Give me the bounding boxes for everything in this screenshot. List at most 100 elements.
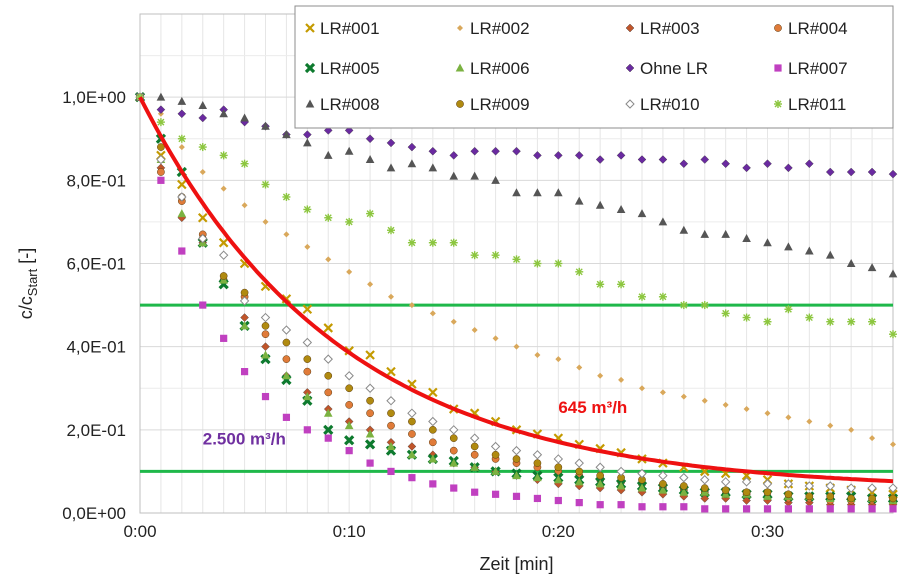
data-point: [449, 171, 459, 180]
data-point: [261, 180, 270, 189]
data-point: [261, 322, 270, 330]
data-point: [177, 192, 187, 202]
data-point: [282, 355, 291, 363]
marker-stroke: [722, 309, 730, 317]
data-point: [260, 312, 271, 323]
data-point: [303, 426, 311, 434]
legend-label: LR#008: [320, 95, 380, 114]
data-point: [595, 155, 605, 164]
marker-stroke: [575, 268, 583, 276]
data-point: [743, 406, 750, 413]
data-point: [324, 371, 333, 380]
marker-stroke: [386, 366, 396, 377]
data-point: [220, 185, 227, 192]
data-point: [868, 317, 877, 326]
marker-stroke: [324, 214, 332, 222]
data-point: [637, 468, 647, 479]
data-point: [637, 209, 647, 218]
marker-stroke: [847, 318, 855, 326]
legend-entry: LR#002: [457, 19, 530, 38]
data-point: [177, 109, 187, 119]
data-point: [449, 151, 459, 160]
data-point: [575, 267, 584, 276]
marker-stroke: [429, 239, 437, 247]
data-point: [616, 204, 626, 213]
data-point: [428, 163, 438, 172]
data-point: [470, 442, 479, 451]
data-point: [323, 323, 334, 333]
data-point: [324, 388, 333, 397]
y-axis-label-main: c/c: [16, 296, 36, 319]
data-point: [533, 494, 542, 503]
data-point: [428, 146, 438, 156]
marker-stroke: [784, 305, 792, 313]
y-tick-label: 0,0E+00: [62, 504, 126, 523]
data-point: [616, 151, 626, 160]
data-point: [303, 355, 312, 363]
data-point: [387, 467, 395, 476]
data-point: [512, 146, 521, 156]
x-tick-label: 0:00: [123, 522, 156, 541]
data-point: [450, 318, 457, 325]
y-tick-label: 6,0E-01: [66, 255, 126, 274]
data-point: [449, 238, 458, 247]
data-point: [721, 486, 730, 494]
marker-stroke: [408, 239, 416, 247]
legend-label: LR#001: [320, 19, 380, 38]
data-point: [344, 371, 354, 381]
data-point: [889, 494, 897, 503]
series-lr-008: [135, 92, 898, 278]
marker-stroke: [282, 193, 290, 201]
data-point: [701, 397, 708, 404]
data-point: [805, 505, 813, 513]
data-point: [198, 143, 207, 152]
legend-marker: [625, 99, 635, 109]
data-point: [365, 134, 375, 144]
data-point: [512, 188, 521, 197]
data-point: [304, 243, 311, 250]
legend-marker: [625, 23, 635, 33]
data-point: [408, 417, 416, 426]
data-point: [618, 376, 625, 383]
data-point: [282, 371, 291, 380]
data-point: [471, 327, 478, 334]
data-point: [533, 188, 542, 197]
data-point: [825, 250, 835, 259]
data-point: [344, 435, 355, 446]
data-point: [408, 302, 415, 309]
data-point: [513, 343, 520, 350]
data-point: [638, 503, 646, 511]
data-point: [428, 454, 438, 463]
marker-stroke: [428, 387, 438, 398]
legend-marker: [305, 23, 315, 33]
data-point: [763, 317, 772, 326]
marker-stroke: [471, 251, 479, 259]
data-point: [449, 434, 458, 442]
data-point: [532, 450, 543, 460]
legend-marker: [774, 24, 782, 32]
data-point: [846, 483, 856, 493]
marker-stroke: [136, 93, 144, 101]
data-point: [512, 492, 521, 500]
data-point: [365, 155, 375, 164]
data-point: [240, 368, 249, 376]
data-point: [638, 292, 646, 301]
legend-marker: [774, 100, 782, 108]
data-point: [303, 205, 312, 214]
data-point: [241, 202, 248, 209]
data-point: [616, 481, 626, 490]
data-point: [177, 179, 187, 190]
data-point: [888, 169, 898, 179]
data-point: [344, 146, 354, 155]
legend-label: LR#006: [470, 59, 530, 78]
data-point: [345, 401, 354, 409]
data-point: [218, 250, 229, 260]
data-point: [408, 474, 416, 482]
data-point: [491, 466, 500, 475]
legend-entry: LR#004: [774, 19, 848, 38]
data-point: [762, 479, 773, 489]
marker-stroke: [659, 293, 667, 301]
data-point: [679, 472, 689, 483]
legend-entry: LR#001: [305, 19, 380, 38]
